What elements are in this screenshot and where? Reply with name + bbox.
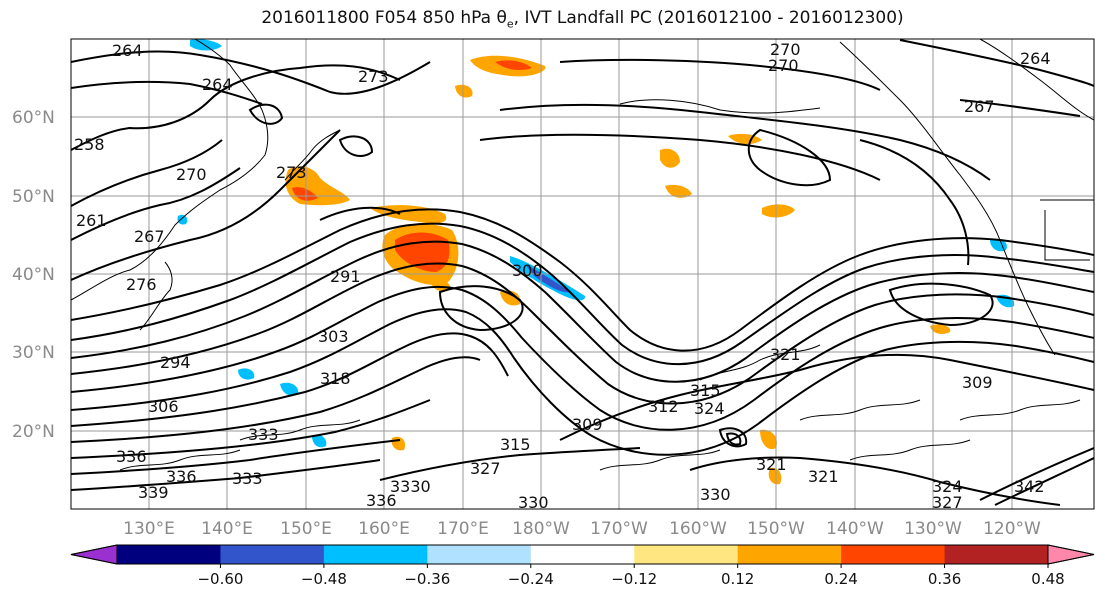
contour-label: 315 (690, 381, 721, 400)
lon-label: 150°W (747, 519, 805, 539)
contour-label: 276 (126, 275, 157, 294)
colorbar-tick-label: 0.36 (928, 570, 961, 588)
longitude-labels: 130°E 140°E 150°E 160°E 170°E 180°W 170°… (123, 519, 1041, 539)
lon-label: 120°W (983, 519, 1041, 539)
title-main: 2016011800 F054 850 hPa θ (261, 8, 507, 28)
lat-label: 30°N (12, 343, 55, 363)
contour-label: 270 (768, 56, 799, 75)
contour-label: 336 (366, 491, 397, 510)
latitude-labels: 60°N 50°N 40°N 30°N 20°N (12, 108, 55, 442)
colorbar-segment (427, 545, 532, 564)
colorbar-segment (944, 545, 1049, 564)
contour-label: 315 (500, 435, 531, 454)
lon-label: 170°W (590, 519, 648, 539)
colorbar-segment (634, 545, 739, 564)
contour-label: 336 (166, 467, 197, 486)
contour-label: 330 (518, 493, 549, 512)
contour-label: 300 (512, 261, 543, 280)
colorbar-outline (70, 544, 1095, 565)
contour-label: 336 (116, 447, 147, 466)
lon-label: 160°E (358, 519, 410, 539)
colorbar-tick-label: 0.12 (721, 570, 754, 588)
colorbar-segment (841, 545, 946, 564)
contour-label: 273 (276, 163, 307, 182)
contour-labels: 264 264 273 270 270 264 258 270 273 261 … (74, 40, 1051, 512)
title-subscript: e (506, 17, 514, 31)
colorbar-extend-max (1047, 544, 1095, 565)
contour-label: 321 (808, 467, 839, 486)
lon-label: 160°W (669, 519, 727, 539)
contour-label: 309 (572, 415, 603, 434)
contour-label: 273 (358, 67, 389, 86)
contour-label: 321 (770, 345, 801, 364)
title-rest: , IVT Landfall PC (2016012100 - 20160123… (513, 8, 904, 28)
contour-label: 267 (964, 97, 995, 116)
contour-label: 342 (1014, 477, 1045, 496)
colorbar-tick-label: 0.24 (824, 570, 857, 588)
lon-label: 130°W (904, 519, 962, 539)
colorbar-tick-label: −0.36 (404, 570, 450, 588)
contour-label: 258 (74, 135, 105, 154)
contour-label: 333 (232, 469, 263, 488)
colorbar-segment (220, 545, 325, 564)
lat-label: 60°N (12, 108, 55, 128)
contour-label: 270 (770, 40, 801, 59)
contour-label: 264 (202, 75, 233, 94)
graticule (71, 39, 1094, 509)
contour-label: 294 (160, 353, 191, 372)
minor-contours (119, 344, 1081, 471)
colorbar-extend-min (70, 544, 118, 565)
coastlines (71, 39, 1094, 356)
contour-label: 309 (962, 373, 993, 392)
contour-label: 333 (248, 425, 279, 444)
contour-label: 264 (112, 41, 143, 60)
colorbar (70, 544, 1095, 565)
contour-label: 312 (648, 397, 679, 416)
contour-label: 324 (694, 399, 725, 418)
contour-label: 327 (470, 459, 501, 478)
lon-label: 140°W (826, 519, 884, 539)
lat-label: 20°N (12, 422, 55, 442)
colorbar-segment (530, 545, 635, 564)
colorbar-tick-label: −0.12 (611, 570, 657, 588)
contour-label: 3330 (390, 477, 431, 496)
colorbar-tick-label: 0.48 (1031, 570, 1064, 588)
contour-label: 324 (932, 477, 963, 496)
lon-label: 170°E (437, 519, 489, 539)
lon-label: 140°E (201, 519, 253, 539)
lon-label: 130°E (123, 519, 175, 539)
colorbar-tick-label: −0.48 (301, 570, 347, 588)
contour-label: 321 (756, 455, 787, 474)
contour-label: 270 (176, 165, 207, 184)
colorbar-segment (323, 545, 428, 564)
figure-title: 2016011800 F054 850 hPa θe, IVT Landfall… (0, 8, 1105, 30)
contour-label: 267 (134, 227, 165, 246)
lat-label: 50°N (12, 187, 55, 207)
contour-label: 330 (700, 485, 731, 504)
colorbar-tick-label: −0.24 (508, 570, 554, 588)
colorbar-ticks: −0.60 −0.48 −0.36 −0.24 −0.12 0.12 0.24 0.36 0.4… (197, 564, 1065, 588)
lat-label: 40°N (12, 265, 55, 285)
colorbar-segment (737, 545, 842, 564)
contour-label: 327 (932, 493, 963, 512)
lon-label: 180°W (512, 519, 570, 539)
lon-label: 150°E (280, 519, 332, 539)
colorbar-segment (117, 545, 221, 564)
contour-label: 318 (320, 369, 351, 388)
colorbar-tick-label: −0.60 (197, 570, 243, 588)
contour-label: 306 (148, 397, 179, 416)
theta-e-contours (71, 39, 1094, 506)
contour-label: 303 (318, 327, 349, 346)
contour-label: 261 (76, 211, 107, 230)
contour-label: 264 (1020, 49, 1051, 68)
contour-label: 339 (138, 483, 169, 502)
contour-label: 291 (330, 267, 361, 286)
map-frame (70, 38, 1095, 510)
